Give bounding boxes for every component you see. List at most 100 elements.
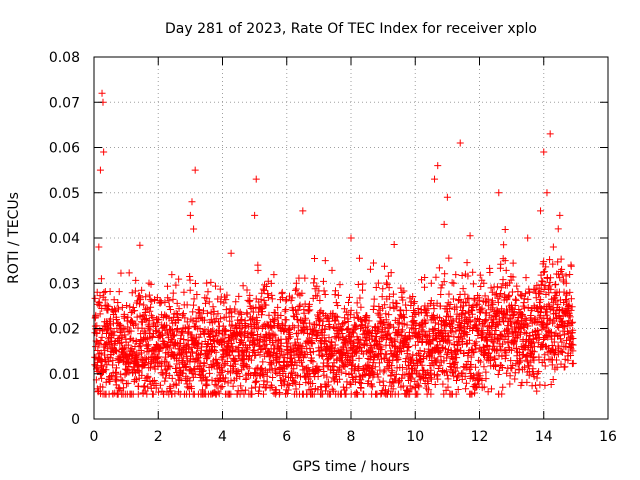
data-point (409, 292, 417, 300)
data-point (408, 355, 416, 363)
data-point (223, 291, 231, 299)
data-point (546, 278, 554, 286)
data-point (328, 266, 336, 274)
data-point (440, 220, 448, 228)
data-point (411, 341, 419, 349)
data-point (469, 302, 477, 310)
data-point (494, 371, 502, 379)
data-point (101, 302, 109, 310)
data-point (385, 311, 393, 319)
data-point (458, 311, 466, 319)
data-point (179, 354, 187, 362)
data-point (310, 390, 318, 398)
data-point (141, 315, 149, 323)
x-tick-label: 4 (218, 429, 227, 445)
data-point (196, 325, 204, 332)
x-tick-label: 10 (406, 429, 424, 445)
data-point (535, 368, 543, 376)
data-point (283, 343, 291, 351)
data-point (207, 316, 215, 324)
data-point (332, 371, 340, 379)
data-point (316, 316, 324, 324)
data-point (195, 306, 203, 314)
data-point (188, 369, 196, 377)
data-point (303, 350, 311, 358)
data-point (138, 286, 146, 294)
data-point (144, 341, 152, 349)
data-point (428, 359, 436, 367)
data-point (430, 326, 438, 334)
data-point (558, 317, 566, 325)
data-point (186, 276, 194, 284)
data-point (346, 311, 354, 319)
data-point (382, 310, 390, 318)
data-point (566, 334, 574, 342)
data-point (214, 326, 222, 334)
data-point (112, 368, 120, 376)
data-point (550, 351, 558, 359)
data-point (256, 383, 264, 391)
data-point (291, 286, 299, 294)
data-point (227, 377, 235, 385)
data-point (273, 354, 281, 362)
data-point (298, 358, 306, 366)
data-point (490, 354, 498, 362)
data-point (241, 317, 249, 325)
data-point (414, 390, 422, 398)
data-point (363, 340, 371, 348)
data-point (444, 383, 452, 391)
axis-ticks (93, 56, 609, 420)
data-point (443, 351, 451, 359)
data-point (506, 279, 514, 287)
data-point (531, 343, 539, 351)
data-point (169, 332, 177, 340)
data-point (352, 322, 360, 330)
data-point (145, 291, 153, 299)
data-point (200, 360, 208, 368)
data-point (334, 302, 342, 310)
data-point (228, 313, 236, 321)
data-point (171, 365, 179, 373)
data-point (211, 282, 219, 290)
data-point (361, 370, 369, 378)
data-point (253, 313, 261, 321)
data-point (223, 358, 231, 366)
data-point (540, 258, 548, 266)
data-point (521, 290, 529, 298)
data-point (259, 390, 267, 398)
data-point (459, 285, 467, 293)
data-point (566, 270, 574, 278)
data-point (268, 291, 276, 299)
data-point (316, 308, 324, 316)
data-point (569, 326, 577, 334)
data-point (164, 294, 172, 302)
data-point (152, 327, 160, 335)
data-point (161, 311, 169, 319)
data-point (534, 339, 542, 347)
data-point (243, 286, 251, 294)
data-point (313, 282, 321, 290)
data-point (476, 271, 484, 279)
data-point (161, 298, 169, 306)
data-point (478, 376, 486, 384)
data-point (314, 366, 322, 374)
data-point (533, 387, 541, 395)
data-point (251, 370, 259, 378)
data-point (166, 383, 174, 391)
data-point (250, 341, 258, 349)
data-point (126, 303, 134, 311)
data-point (288, 294, 296, 302)
data-point (154, 334, 162, 342)
data-point (219, 322, 227, 330)
data-point (385, 284, 393, 292)
data-point (540, 148, 548, 156)
data-point (545, 301, 553, 309)
data-point (212, 355, 220, 363)
data-point (497, 345, 505, 353)
data-point (347, 234, 355, 242)
data-point (142, 306, 150, 314)
data-point (529, 335, 537, 343)
data-point (119, 377, 127, 385)
data-point (313, 292, 321, 300)
data-point (427, 390, 435, 398)
